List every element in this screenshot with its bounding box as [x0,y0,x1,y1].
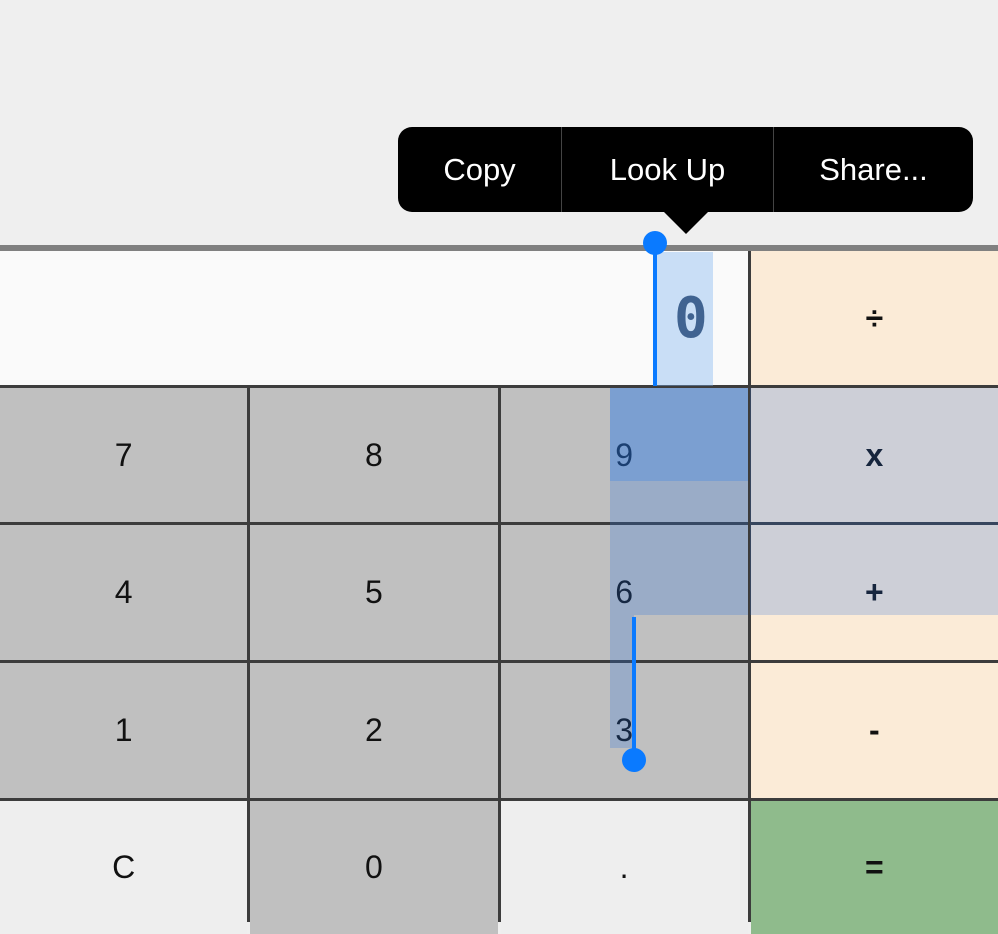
copy-menu-item[interactable]: Copy [443,151,516,187]
key-8[interactable]: 8 [250,388,498,522]
look-up-menu-item[interactable]: Look Up [561,127,773,212]
key-3[interactable]: 3 [500,663,748,798]
add-button[interactable]: + [750,525,998,660]
decimal-button[interactable]: . [500,801,748,934]
display-field[interactable]: 0 [0,251,748,385]
key-2[interactable]: 2 [250,663,498,798]
clear-button[interactable]: C [0,801,248,934]
equals-button[interactable]: = [750,801,998,934]
key-5[interactable]: 5 [250,525,498,660]
selection-end-handle[interactable] [622,748,646,772]
key-1[interactable]: 1 [0,663,248,798]
multiply-button[interactable]: x [750,388,998,522]
key-6[interactable]: 6 [500,525,748,660]
key-7[interactable]: 7 [0,388,248,522]
selection-end-handle-bar [632,617,636,760]
key-0[interactable]: 0 [250,801,498,934]
key-9[interactable]: 9 [500,388,748,522]
subtract-button[interactable]: - [750,663,998,798]
selection-start-handle[interactable] [643,231,667,255]
share-menu-item[interactable]: Share... [773,127,973,212]
display-value: 0 [674,285,708,351]
context-menu: Copy Look Up Share... [398,127,973,212]
selection-start-handle-bar [653,243,657,386]
key-4[interactable]: 4 [0,525,248,660]
divide-button[interactable]: ÷ [750,251,998,385]
calculator-keypad: 0 ÷ 7 8 9 x 4 5 6 + 1 2 3 - C 0 . = [0,251,998,934]
top-divider [0,245,998,251]
context-menu-pointer [663,211,709,234]
